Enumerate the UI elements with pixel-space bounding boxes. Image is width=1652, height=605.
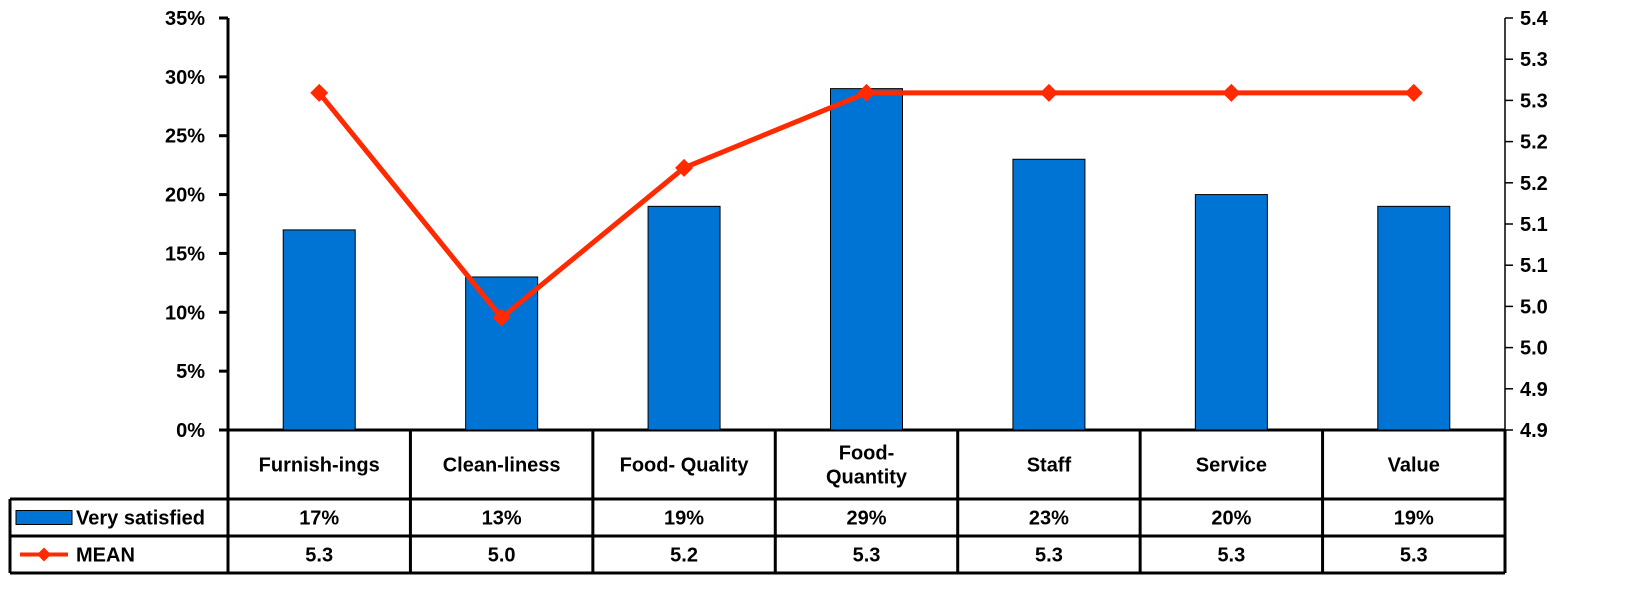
table-value-mean: 5.3: [1035, 545, 1063, 567]
y-tick-label-right: 5.1: [1520, 255, 1548, 277]
labels: 0% 5% 10% 15% 20% 25% 30% 35% 4.9 4.9 5.0 5.0 5.1 5.1…: [15, 8, 1549, 567]
table-value-mean: 5.3: [305, 545, 333, 567]
axes: [219, 16, 1513, 432]
y-tick-label-right: 5.2: [1520, 173, 1548, 195]
category-label: Clean-liness: [443, 455, 561, 477]
table-value-mean: 5.3: [853, 545, 881, 567]
line-point: [675, 158, 694, 177]
y-tick-label-left: 0%: [176, 420, 205, 442]
y-tick-label-right: 5.3: [1520, 49, 1548, 71]
y-tick-label-right: 5.3: [1520, 90, 1548, 112]
y-tick-label-left: 30%: [165, 67, 205, 89]
category-label: Food-: [839, 443, 895, 465]
category-label: Service: [1196, 455, 1267, 477]
table-value-very-satisfied: 17%: [299, 508, 339, 530]
bar: [282, 229, 356, 431]
table-value-mean: 5.2: [670, 545, 698, 567]
line-point: [857, 83, 876, 102]
y-tick-label-left: 5%: [176, 361, 205, 383]
legend-key-very-satisfied: [15, 510, 73, 525]
category-label: Food- Quality: [620, 455, 750, 477]
category-label: Value: [1388, 455, 1440, 477]
bar: [1012, 158, 1086, 431]
line-series-mean: [310, 83, 1423, 327]
y-tick-label-right: 4.9: [1520, 420, 1548, 442]
line-point: [1039, 83, 1058, 102]
y-tick-label-right: 5.0: [1520, 296, 1548, 318]
table-value-mean: 5.3: [1217, 545, 1245, 567]
table-value-very-satisfied: 13%: [482, 508, 522, 530]
category-label: Furnish-ings: [259, 455, 380, 477]
bar: [830, 88, 903, 431]
table-grid: [8, 428, 1507, 575]
table-value-very-satisfied: 23%: [1029, 508, 1069, 530]
y-tick-label-right: 5.0: [1520, 338, 1548, 360]
table-value-very-satisfied: 19%: [664, 508, 704, 530]
y-tick-label-left: 10%: [165, 302, 205, 324]
y-tick-label-left: 15%: [165, 243, 205, 265]
table-value-very-satisfied: 20%: [1211, 508, 1251, 530]
line-point: [492, 308, 511, 327]
bar: [1377, 205, 1451, 431]
bar: [647, 205, 721, 431]
y-tick-label-right: 5.1: [1520, 214, 1548, 236]
legend-label-mean: MEAN: [76, 545, 135, 567]
line-point: [310, 83, 329, 102]
line-point: [1222, 83, 1241, 102]
table-value-very-satisfied: 19%: [1394, 508, 1434, 530]
y-tick-label-left: 25%: [165, 126, 205, 148]
table-value-mean: 5.3: [1400, 545, 1428, 567]
legend-key-mean-marker: [37, 547, 51, 562]
y-tick-label-left: 35%: [165, 8, 205, 30]
y-tick-label-right: 5.4: [1520, 8, 1549, 30]
line-point: [1404, 83, 1423, 102]
bar-series-very-satisfied: [282, 88, 1451, 431]
y-tick-label-right: 4.9: [1520, 379, 1548, 401]
bar: [1194, 194, 1268, 431]
legend-label-very-satisfied: Very satisfied: [76, 508, 205, 530]
category-label: Quantity: [826, 467, 908, 489]
y-tick-label-left: 20%: [165, 185, 205, 207]
category-label: Staff: [1027, 455, 1072, 477]
table-value-mean: 5.0: [488, 545, 516, 567]
table-value-very-satisfied: 29%: [846, 508, 886, 530]
y-tick-label-right: 5.2: [1520, 132, 1548, 154]
bar: [465, 276, 539, 431]
